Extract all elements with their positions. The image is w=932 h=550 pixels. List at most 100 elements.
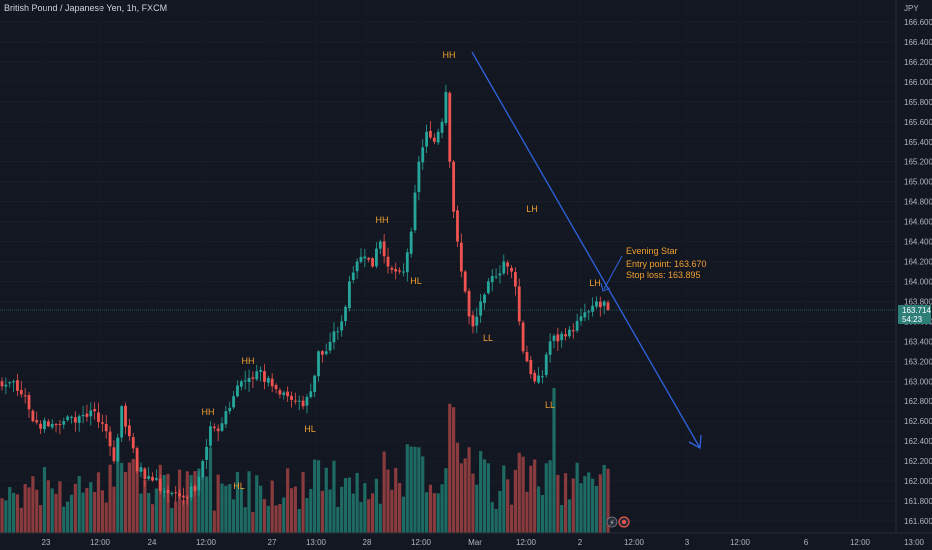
- candle-body: [510, 267, 513, 272]
- note-title: Evening Star: [626, 246, 678, 256]
- trend-arrow-head: [688, 434, 702, 450]
- volume-bar: [455, 442, 460, 533]
- candle-body: [498, 273, 502, 276]
- candle-body: [216, 428, 220, 432]
- candle-body: [135, 448, 139, 472]
- candle-body: [525, 352, 529, 362]
- volume-bar: [579, 483, 583, 533]
- volume-bar: [147, 492, 151, 533]
- candle-body: [402, 271, 405, 273]
- y-tick-label: 163.200: [904, 357, 932, 366]
- candle-body: [255, 371, 259, 380]
- grid: [0, 21, 896, 522]
- candle-body: [197, 476, 201, 491]
- candle-body: [8, 382, 12, 384]
- current-price-value: 163.714: [902, 306, 931, 315]
- y-tick-label: 164.000: [904, 277, 932, 286]
- volume-bar: [46, 480, 50, 533]
- volume-bar: [367, 499, 371, 533]
- volume-bar: [548, 460, 552, 533]
- candle-body: [131, 437, 135, 449]
- x-tick-label: 13:00: [904, 538, 925, 547]
- volume-bar: [220, 483, 224, 533]
- volume-bar: [432, 493, 436, 533]
- y-tick-label: 165.800: [904, 98, 932, 107]
- candle-body: [151, 476, 154, 481]
- candle-body: [363, 256, 367, 259]
- candle-body: [251, 377, 255, 379]
- candle-body: [467, 290, 471, 317]
- candle-body: [502, 261, 506, 274]
- candle-body: [456, 210, 459, 242]
- candle-body: [182, 495, 185, 498]
- volume-bar: [54, 493, 58, 533]
- volume-bar: [123, 472, 128, 533]
- candle-body: [367, 258, 371, 260]
- candle-body: [444, 91, 448, 123]
- volume-bar: [452, 407, 456, 533]
- volume-bar: [417, 447, 421, 533]
- volume-bar: [73, 483, 77, 533]
- candle-body: [232, 396, 235, 408]
- volume-bar: [104, 502, 108, 533]
- swing-label: LL: [545, 400, 555, 410]
- candle-body: [4, 384, 8, 387]
- volume-bar: [274, 505, 278, 533]
- candle-body: [398, 270, 401, 272]
- candle-body: [193, 486, 197, 492]
- volume-bar: [490, 502, 494, 533]
- candle-body: [50, 423, 54, 428]
- candle-body: [100, 422, 104, 424]
- volume-bar: [50, 488, 54, 533]
- candle-body: [27, 395, 31, 410]
- candle-body: [587, 311, 591, 313]
- time-axis: 23 12:00 24 12:00 27 13:00 28 12:00 Mar 12:00 2 12:…: [0, 532, 932, 547]
- candle-body: [43, 420, 46, 430]
- candle-body: [89, 410, 93, 417]
- volume-bar: [517, 452, 521, 533]
- lightning-icon[interactable]: [606, 516, 618, 528]
- swing-label: HH: [202, 407, 215, 417]
- volume-bar: [204, 476, 209, 533]
- candle-body: [270, 378, 274, 387]
- candle-body: [212, 426, 216, 429]
- volume-bar: [563, 473, 568, 533]
- volume-bar: [482, 459, 487, 533]
- candle-body: [382, 241, 386, 257]
- y-tick-label: 162.000: [904, 477, 932, 486]
- y-tick-label: 164.400: [904, 238, 932, 247]
- candle-body: [189, 486, 193, 498]
- y-tick-label: 165.400: [904, 138, 932, 147]
- volume-bar: [340, 486, 344, 533]
- volume-bar: [120, 462, 124, 533]
- candle-body: [58, 424, 62, 426]
- volume-bar: [436, 493, 440, 533]
- volume-bar: [529, 465, 533, 533]
- candle-body: [301, 400, 305, 407]
- y-tick-label: 166.600: [904, 18, 932, 27]
- price-countdown: 54:23: [902, 315, 923, 324]
- volume-bar: [108, 464, 112, 533]
- candle-body: [517, 286, 521, 322]
- candle-body: [166, 489, 170, 494]
- volume-bar: [374, 478, 379, 533]
- current-price-tag: 163.714 54:23: [898, 305, 931, 324]
- candle-body: [35, 420, 39, 423]
- candle-body: [436, 131, 440, 143]
- candle-body: [243, 380, 247, 382]
- note-pointer-line: [603, 255, 623, 290]
- volume-bar: [598, 474, 602, 533]
- volume-bar: [425, 492, 429, 533]
- volume-bar: [201, 475, 205, 533]
- x-tick-label: 3: [685, 538, 690, 547]
- candle-body: [305, 396, 309, 406]
- volume-bar: [289, 488, 294, 533]
- candle-body: [278, 390, 282, 395]
- volume-bar: [305, 498, 309, 533]
- candle-body: [85, 413, 89, 417]
- candle-body: [77, 416, 81, 423]
- candle-body: [70, 416, 73, 418]
- volume-bar: [247, 471, 251, 533]
- volume-bar: [11, 492, 16, 533]
